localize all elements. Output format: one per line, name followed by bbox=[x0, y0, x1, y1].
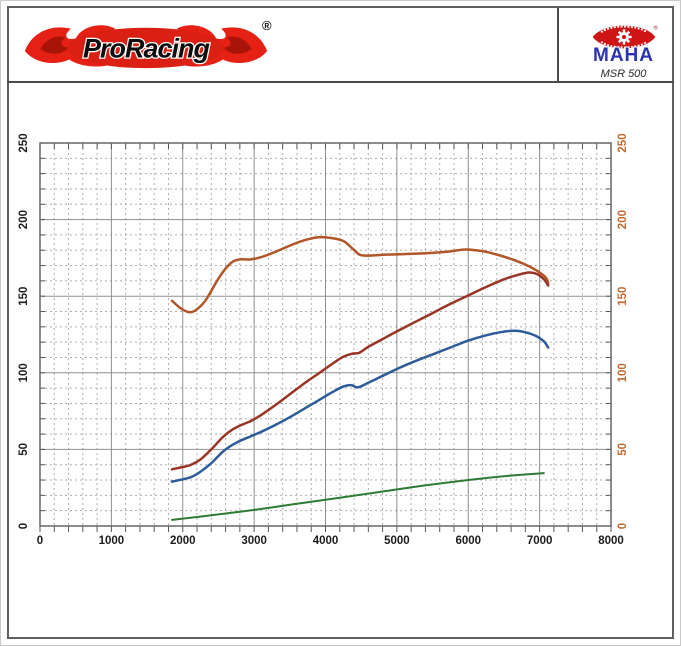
x-axis-label: 7000 bbox=[527, 535, 553, 547]
y-axis-label-right: 150 bbox=[617, 287, 629, 306]
x-axis-label: 0 bbox=[37, 535, 43, 547]
y-axis-label-right: 200 bbox=[617, 210, 629, 229]
x-axis-label: 5000 bbox=[384, 535, 410, 547]
outer-frame bbox=[7, 6, 674, 639]
series-curve-dark-red bbox=[170, 271, 550, 471]
y-axis-label-right: 100 bbox=[617, 363, 629, 382]
y-axis-label-left: 50 bbox=[18, 443, 30, 456]
proracing-logo: ProRacing bbox=[24, 25, 268, 69]
series-curve-blue bbox=[170, 329, 550, 483]
x-axis-label: 2000 bbox=[170, 535, 196, 547]
header: ProRacing ® ® MAHA MSR 500 bbox=[9, 8, 672, 81]
y-axis-label-left: 250 bbox=[18, 133, 30, 152]
y-axis-label-left: 0 bbox=[18, 523, 30, 529]
y-axis-label-right: 0 bbox=[617, 523, 629, 529]
registered-trademark: ® bbox=[262, 18, 272, 33]
svg-text:®: ® bbox=[653, 24, 658, 31]
maha-logo: ® MAHA MSR 500 bbox=[567, 18, 680, 80]
y-axis-label-left: 200 bbox=[18, 210, 30, 229]
x-axis-label: 1000 bbox=[99, 535, 125, 547]
series-curve-green bbox=[171, 472, 545, 521]
logo-banner bbox=[67, 27, 225, 69]
maha-lens-icon: ® bbox=[592, 24, 658, 49]
series-curve-orange bbox=[170, 235, 550, 314]
y-axis-label-left: 150 bbox=[18, 287, 30, 306]
plot-border bbox=[39, 142, 612, 527]
y-axis-label-left: 100 bbox=[18, 363, 30, 382]
dyno-chart: 0 1000 2000 3000 4000 5000 6000 7000 80000501001… bbox=[18, 133, 629, 547]
x-axis-label: 3000 bbox=[241, 535, 267, 547]
y-axis-label-right: 50 bbox=[617, 443, 629, 456]
x-axis-label: 8000 bbox=[598, 535, 624, 547]
header-rule bbox=[7, 81, 674, 83]
x-axis-label: 6000 bbox=[455, 535, 481, 547]
x-axis-label: 4000 bbox=[313, 535, 339, 547]
y-axis-label-right: 250 bbox=[617, 133, 629, 152]
maha-model-label: MSR 500 bbox=[600, 68, 647, 80]
proracing-wordmark: ProRacing bbox=[83, 34, 209, 64]
maha-wordmark: MAHA bbox=[593, 45, 654, 66]
header-divider bbox=[557, 8, 559, 81]
